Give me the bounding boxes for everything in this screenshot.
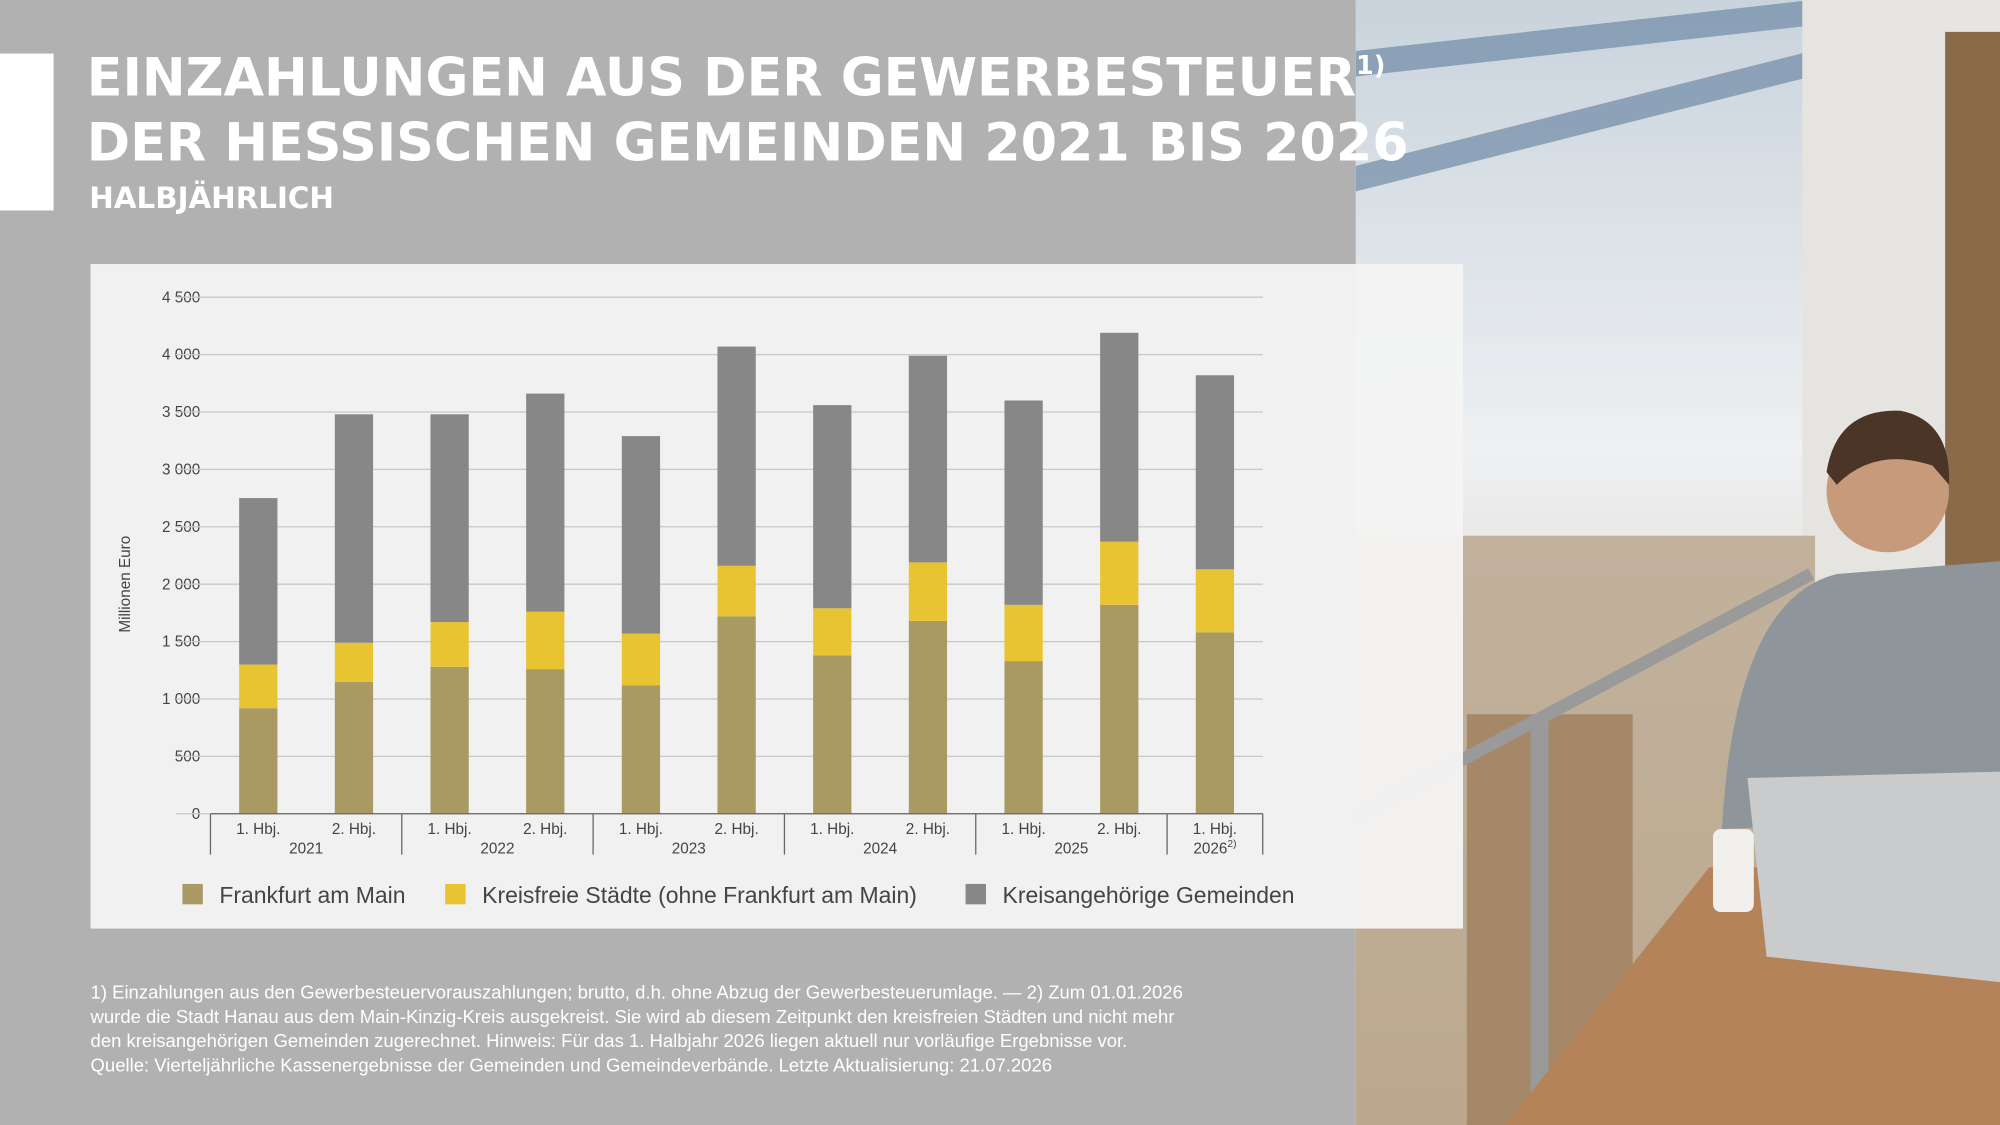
footnote-line: den kreisangehörigen Gemeinden zugerechn… bbox=[91, 1030, 1128, 1051]
bar-segment bbox=[908, 562, 948, 621]
bar-segment bbox=[334, 414, 374, 643]
footnote-line: wurde die Stadt Hanau aus dem Main-Kinzi… bbox=[90, 1006, 1175, 1027]
chart-panel bbox=[90, 264, 1464, 929]
bar-segment bbox=[334, 642, 374, 682]
y-axis-label: Millionen Euro bbox=[117, 536, 134, 633]
bar-segment bbox=[1195, 632, 1235, 814]
bar-segment bbox=[717, 346, 756, 566]
legend-label: Kreisangehörige Gemeinden bbox=[1003, 882, 1295, 908]
footnotes: 1) Einzahlungen aus den Gewerbesteuervor… bbox=[90, 982, 1183, 1076]
bar-segment bbox=[813, 655, 852, 814]
x-tick-label: 2. Hbj. bbox=[523, 821, 567, 838]
x-tick-label: 1. Hbj. bbox=[428, 821, 472, 838]
x-tick-label: 2. Hbj. bbox=[332, 821, 376, 838]
bar-segment bbox=[526, 669, 565, 814]
bar-segment bbox=[239, 664, 278, 709]
x-tick-label: 1. Hbj. bbox=[619, 821, 663, 838]
legend-label: Frankfurt am Main bbox=[219, 882, 405, 908]
bar-segment bbox=[717, 616, 756, 814]
bar-segment bbox=[430, 414, 469, 623]
legend-swatch bbox=[182, 883, 203, 905]
bar-segment bbox=[526, 611, 565, 670]
bar-segment bbox=[430, 622, 469, 667]
group-label-text: 2024 bbox=[863, 840, 898, 857]
title-line: EINZAHLUNGEN AUS DER GEWERBESTEUER1) bbox=[87, 48, 1386, 109]
bar-segment bbox=[621, 633, 661, 686]
group-label: 2021 bbox=[289, 840, 323, 857]
legend-swatch bbox=[445, 883, 466, 905]
group-label-text: 2022 bbox=[480, 840, 514, 857]
bar-segment bbox=[239, 708, 278, 814]
bar-segment bbox=[1100, 541, 1139, 605]
bar-segment bbox=[1195, 569, 1235, 633]
footnote-line: 1) Einzahlungen aus den Gewerbesteuervor… bbox=[91, 982, 1183, 1003]
title-line: DER HESSISCHEN GEMEINDEN 2021 BIS 2026 bbox=[87, 113, 1409, 174]
legend-label: Kreisfreie Städte (ohne Frankfurt am Mai… bbox=[482, 882, 917, 908]
group-label-text: 2023 bbox=[672, 840, 706, 857]
group-label: 2024 bbox=[863, 840, 898, 857]
group-label-text: 2025 bbox=[1054, 840, 1088, 857]
group-label: 2022 bbox=[480, 840, 514, 857]
bar-segment bbox=[1004, 661, 1043, 814]
title-note: 1) bbox=[1356, 51, 1385, 81]
bar-segment bbox=[1004, 400, 1043, 605]
x-tick-label: 1. Hbj. bbox=[1193, 821, 1237, 838]
x-tick-label: 1. Hbj. bbox=[810, 821, 854, 838]
group-label-text: 2026 bbox=[1193, 840, 1227, 857]
bar-segment bbox=[908, 620, 948, 814]
x-tick-label: 2. Hbj. bbox=[1097, 821, 1141, 838]
bar-segment bbox=[1195, 375, 1235, 570]
bar-segment bbox=[1100, 604, 1139, 814]
bar-segment bbox=[1004, 604, 1043, 662]
accent-bar bbox=[0, 53, 54, 211]
x-tick-label: 2. Hbj. bbox=[714, 821, 758, 838]
group-label: 2023 bbox=[672, 840, 706, 857]
group-label-text: 2021 bbox=[289, 840, 323, 857]
bar-segment bbox=[430, 666, 469, 814]
title-text: EINZAHLUNGEN AUS DER GEWERBESTEUER bbox=[87, 48, 1356, 109]
x-tick-label: 1. Hbj. bbox=[1001, 821, 1045, 838]
group-label: 2025 bbox=[1054, 840, 1088, 857]
bar-segment bbox=[813, 608, 852, 656]
bar-segment bbox=[239, 498, 278, 665]
bar-segment bbox=[621, 685, 661, 814]
x-tick-label: 1. Hbj. bbox=[236, 821, 280, 838]
bar-segment bbox=[1100, 332, 1139, 542]
bar-segment bbox=[908, 355, 948, 563]
legend-swatch bbox=[965, 883, 986, 905]
group-label: 20262) bbox=[1193, 839, 1236, 857]
subtitle: HALBJÄHRLICH bbox=[89, 180, 334, 215]
footnote-line: Quelle: Vierteljährliche Kassenergebniss… bbox=[91, 1054, 1052, 1075]
bar-segment bbox=[717, 565, 756, 617]
bar-segment bbox=[621, 436, 661, 634]
bar-segment bbox=[813, 405, 852, 609]
group-label-note: 2) bbox=[1227, 839, 1236, 850]
bar-segment bbox=[334, 681, 374, 814]
x-tick-label: 2. Hbj. bbox=[906, 821, 950, 838]
bar-segment bbox=[526, 393, 565, 612]
